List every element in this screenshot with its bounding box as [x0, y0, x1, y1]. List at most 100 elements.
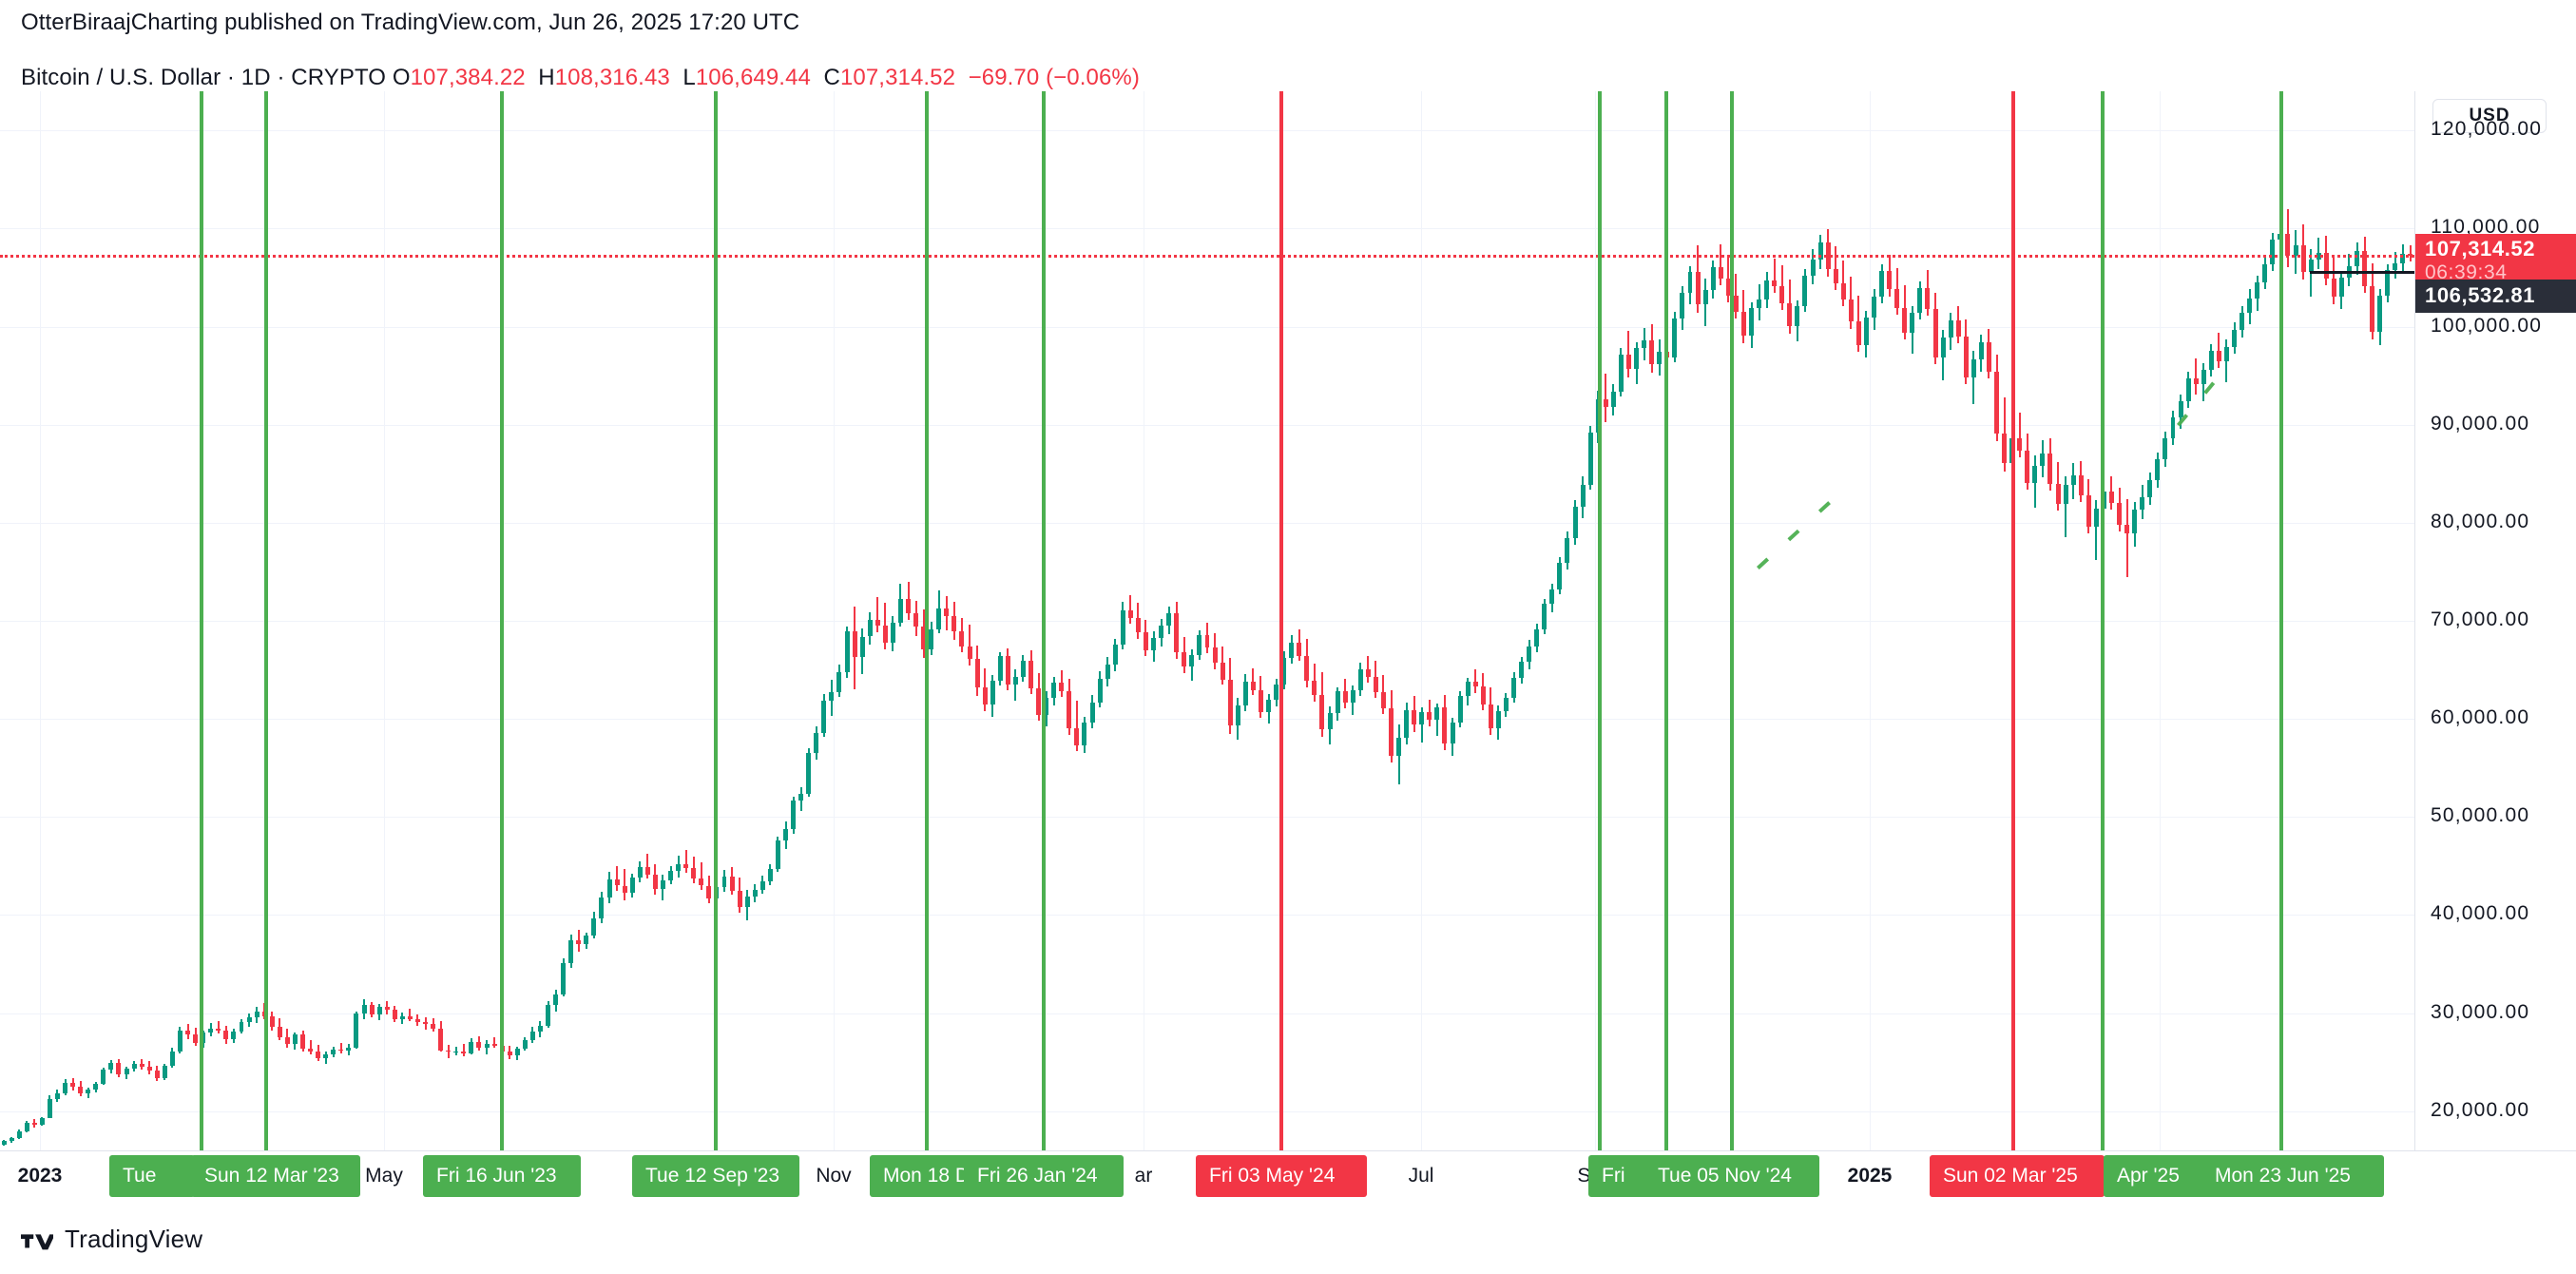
candle-body [1702, 290, 1708, 304]
candle-body [300, 1034, 305, 1049]
candle-body [1051, 682, 1057, 699]
candle-body [2355, 251, 2359, 266]
price-axis-tick: 100,000.00 [2431, 314, 2543, 337]
candle-body [2362, 251, 2368, 287]
symbol-title[interactable]: Bitcoin / U.S. Dollar · 1D · CRYPTO [21, 65, 387, 90]
previous-close-tag[interactable]: 106,532.81 [2415, 280, 2576, 314]
candle-body [767, 868, 773, 882]
candle-body [392, 1010, 397, 1019]
candle-body [783, 828, 788, 841]
candle-wick [309, 1040, 312, 1054]
tradingview-wordmark: TradingView [65, 1225, 203, 1253]
candle-body [752, 889, 758, 897]
candle-body [936, 608, 942, 630]
candle-body [1182, 652, 1187, 667]
candle-body [47, 1099, 52, 1118]
candle-body [1863, 318, 1869, 346]
candle-body [836, 671, 842, 693]
candle-body [2208, 351, 2214, 370]
open-label: O [392, 65, 411, 90]
candle-body [1350, 690, 1355, 703]
candle-body [1242, 681, 1248, 705]
candle-body [1258, 690, 1263, 712]
candle-body [1020, 661, 1026, 677]
price-axis[interactable]: USD 120,000.00 110,000.00 100,000.00 90,000… [2414, 91, 2576, 1150]
candle-body [1649, 339, 1655, 364]
candle-body [446, 1050, 452, 1052]
candle-body [622, 885, 627, 893]
horizontal-gridline [0, 1110, 2414, 1112]
candle-body [384, 1007, 390, 1011]
candle-body [93, 1083, 99, 1091]
vertical-gridline [2160, 91, 2161, 1150]
candle-body [2086, 494, 2091, 527]
time-axis-event-badge[interactable]: Tue 05 Nov '24 [1644, 1155, 1819, 1197]
candle-body [277, 1027, 282, 1038]
time-axis-event-badge[interactable]: Fri 16 Jun '23 [423, 1155, 581, 1197]
candle-body [1687, 271, 1693, 294]
candle-wick [969, 625, 971, 666]
price-axis-tick: 80,000.00 [2431, 510, 2530, 532]
candle-body [1028, 661, 1034, 689]
time-axis-event-badge[interactable]: Sun 12 Mar '23 [191, 1155, 360, 1197]
time-axis-event-badge[interactable]: Sun 02 Mar '25 [1930, 1155, 2105, 1197]
candle-body [223, 1031, 229, 1040]
candle-body [1159, 626, 1164, 638]
candle-body [1235, 705, 1240, 726]
candle-body [361, 1005, 367, 1013]
candle-wick [409, 1009, 412, 1022]
time-axis-event-badge[interactable]: Mon 23 Jun '25 [2201, 1155, 2384, 1197]
candle-body [1994, 372, 2000, 434]
time-axis-event-badge[interactable]: Tue 12 Sep '23 [632, 1155, 799, 1197]
candle-body [683, 863, 689, 868]
vertical-gridline [1870, 91, 1871, 1150]
event-vertical-line-green [1664, 91, 1668, 1150]
candle-body [1067, 691, 1072, 729]
candle-body [231, 1031, 237, 1040]
vertical-gridline [40, 91, 41, 1150]
candle-body [2338, 277, 2344, 297]
candle-body [316, 1051, 321, 1059]
candle-body [2117, 503, 2123, 525]
candle-body [1894, 289, 1900, 308]
candle-body [997, 656, 1003, 681]
chart-plot-area[interactable] [0, 91, 2414, 1150]
candle-body [2124, 524, 2130, 534]
candle-body [1380, 692, 1386, 708]
time-axis-event-badge[interactable]: Fri 03 May '24 [1196, 1155, 1367, 1197]
candle-body [1059, 682, 1065, 692]
candle-body [1657, 352, 1663, 364]
candle-body [54, 1093, 60, 1100]
time-axis-event-badge[interactable]: Tue [109, 1155, 195, 1197]
candle-body [1197, 635, 1202, 656]
candle-body [1312, 680, 1317, 696]
candle-body [1779, 286, 1785, 303]
candle-body [2393, 262, 2398, 270]
candle-body [798, 793, 804, 801]
time-axis-event-badge[interactable]: Apr '25 [2104, 1155, 2216, 1197]
candle-body [1480, 686, 1486, 705]
candle-body [791, 800, 797, 829]
high-label: H [538, 65, 555, 90]
candle-wick [2195, 357, 2198, 395]
candle-body [691, 867, 697, 879]
candle-wick [1835, 245, 1837, 291]
time-axis-event-badge[interactable]: Fri 26 Jan '24 [964, 1155, 1124, 1197]
candle-body [308, 1048, 314, 1052]
currency-chip[interactable]: USD [2432, 99, 2547, 133]
candle-wick [624, 868, 626, 900]
candle-body [1120, 609, 1125, 645]
candle-body [1733, 295, 1739, 313]
candle-body [906, 599, 911, 613]
candle-body [491, 1043, 497, 1046]
candle-body [1373, 676, 1378, 693]
candle-body [1166, 612, 1172, 627]
candle-body [568, 940, 574, 963]
candle-body [668, 871, 674, 881]
candle-body [254, 1011, 260, 1017]
candle-body [1534, 629, 1540, 647]
candle-body [1250, 681, 1256, 691]
candle-body [1925, 288, 1931, 309]
candle-body [507, 1052, 512, 1055]
